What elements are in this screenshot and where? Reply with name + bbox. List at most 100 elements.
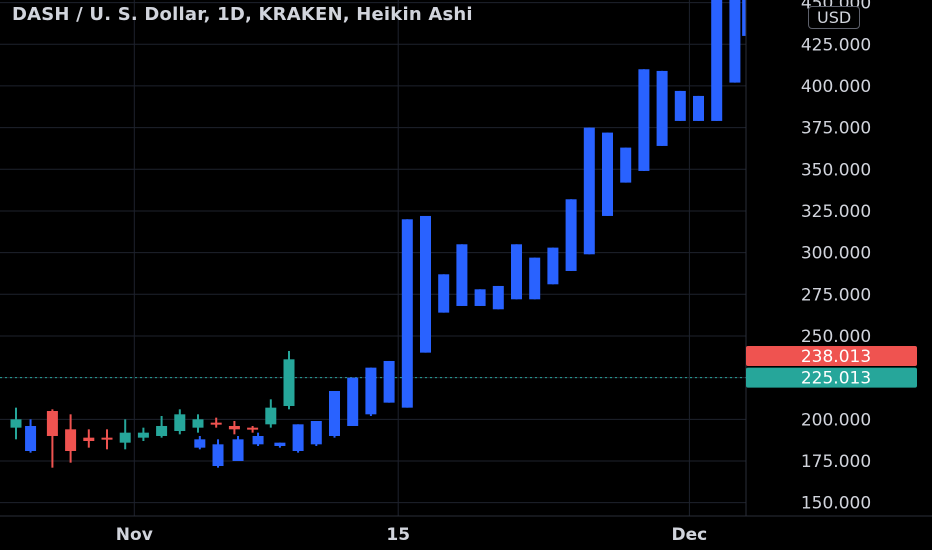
candle-body bbox=[565, 199, 577, 271]
candle bbox=[565, 199, 577, 271]
last-price-badge: 225.013 bbox=[746, 367, 917, 389]
candle-body bbox=[232, 439, 244, 461]
candle bbox=[474, 289, 486, 306]
candle-body bbox=[474, 289, 486, 306]
candle bbox=[529, 257, 541, 300]
candle-body bbox=[438, 274, 450, 313]
candle bbox=[511, 244, 522, 300]
time-axis-ticks: Nov 15 Dec bbox=[116, 525, 707, 545]
candle bbox=[265, 399, 277, 428]
candle-body bbox=[674, 90, 686, 121]
price-tick-label: 275.000 bbox=[801, 285, 871, 305]
candle-body bbox=[529, 257, 541, 300]
badge-label: 225.013 bbox=[801, 369, 871, 389]
candle bbox=[194, 435, 206, 450]
badge-background bbox=[746, 345, 917, 366]
candle bbox=[547, 247, 559, 285]
price-tick-label: 425.000 bbox=[801, 35, 871, 55]
candle-body bbox=[252, 435, 264, 445]
candle bbox=[729, 0, 741, 83]
candle-body bbox=[310, 420, 322, 445]
candle bbox=[228, 420, 240, 435]
candle bbox=[383, 360, 395, 403]
candle-body bbox=[265, 407, 277, 425]
candle-body bbox=[192, 419, 204, 428]
candle bbox=[438, 274, 450, 313]
candle-body bbox=[383, 360, 395, 403]
candle-body bbox=[620, 147, 632, 183]
candle bbox=[456, 244, 468, 306]
chart-title: DASH / U. S. Dollar, 1D, KRAKEN, Heikin … bbox=[12, 4, 473, 25]
candle-body bbox=[65, 429, 77, 451]
candle bbox=[292, 424, 304, 453]
candle bbox=[274, 442, 286, 448]
price-tick-label: 325.000 bbox=[801, 202, 871, 222]
candle bbox=[25, 419, 37, 453]
candle bbox=[492, 285, 504, 310]
candle-body bbox=[711, 0, 723, 121]
candle bbox=[656, 70, 668, 146]
candle-body bbox=[228, 425, 240, 430]
time-tick-label: Dec bbox=[672, 525, 708, 545]
candle-body bbox=[420, 215, 431, 353]
badge-label: 238.013 bbox=[801, 347, 871, 367]
candle bbox=[46, 409, 58, 468]
candle bbox=[638, 69, 650, 171]
candle-body bbox=[247, 427, 259, 430]
candle-body bbox=[401, 219, 413, 408]
price-tick-label: 250.000 bbox=[801, 327, 871, 347]
candle-body bbox=[137, 432, 149, 438]
badge-background bbox=[746, 367, 917, 388]
candle-body bbox=[729, 0, 741, 83]
candle bbox=[620, 147, 632, 183]
candle bbox=[137, 427, 149, 441]
candle-body bbox=[365, 367, 377, 415]
price-tick-label: 200.000 bbox=[801, 410, 871, 430]
candle bbox=[192, 414, 204, 433]
candle bbox=[83, 429, 95, 448]
price-axis-panel[interactable] bbox=[746, 0, 932, 516]
candle bbox=[602, 132, 613, 216]
candle-body bbox=[46, 410, 58, 436]
candle bbox=[10, 407, 22, 440]
candle bbox=[232, 435, 244, 461]
candles-layer bbox=[10, 0, 754, 468]
candle bbox=[711, 0, 723, 121]
currency-button[interactable]: USD bbox=[808, 6, 861, 29]
candle-body bbox=[347, 377, 359, 426]
candle-body bbox=[119, 432, 131, 443]
time-tick-label: Nov bbox=[116, 525, 153, 545]
candle bbox=[247, 425, 259, 433]
price-tick-label: 300.000 bbox=[801, 244, 871, 264]
candle-body bbox=[292, 424, 304, 451]
candle-body bbox=[329, 390, 340, 436]
candle-body bbox=[274, 442, 286, 446]
candle bbox=[210, 417, 222, 428]
candle bbox=[347, 377, 359, 426]
candle bbox=[420, 215, 431, 353]
candle bbox=[119, 419, 131, 450]
candle-body bbox=[101, 437, 113, 440]
candle-body bbox=[583, 127, 595, 255]
candle-body bbox=[656, 70, 668, 146]
price-axis-ticks: 150.000175.000200.000225.000250.000275.0… bbox=[801, 0, 871, 514]
candle-body bbox=[547, 247, 559, 285]
price-tick-label: 400.000 bbox=[801, 77, 871, 97]
candle bbox=[212, 439, 224, 468]
candle-body bbox=[83, 437, 95, 441]
candle-body bbox=[456, 244, 468, 306]
candle bbox=[174, 409, 186, 435]
candle-body bbox=[511, 244, 522, 300]
prev-close-badge: 238.013 bbox=[746, 345, 917, 367]
candle-body bbox=[194, 439, 206, 448]
candle bbox=[674, 90, 686, 121]
candle-body bbox=[283, 359, 295, 406]
candle-body bbox=[638, 69, 650, 171]
candle bbox=[310, 420, 322, 446]
chart-grid bbox=[0, 0, 746, 516]
candle-body bbox=[156, 425, 168, 436]
candle-body bbox=[492, 285, 504, 310]
price-tick-label: 175.000 bbox=[801, 452, 871, 472]
